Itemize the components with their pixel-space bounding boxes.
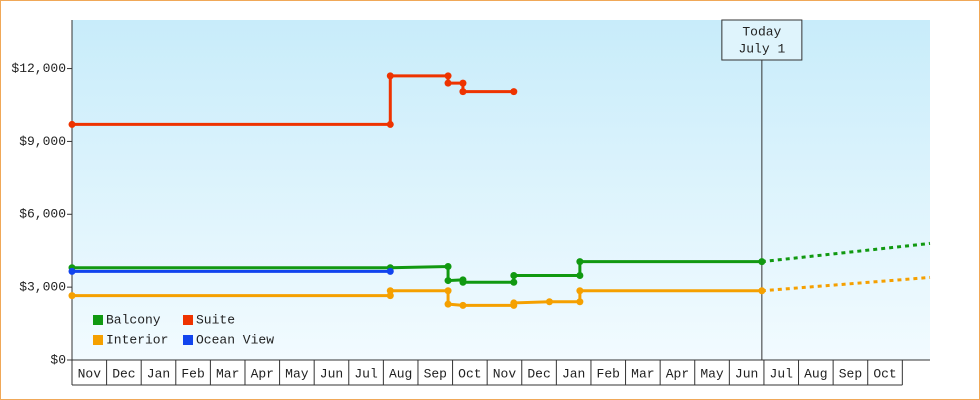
point bbox=[510, 88, 518, 96]
point bbox=[444, 72, 452, 80]
legend-label: Interior bbox=[106, 332, 168, 347]
point bbox=[444, 287, 452, 295]
plot-area bbox=[72, 20, 930, 360]
point bbox=[459, 278, 467, 286]
legend-swatch bbox=[183, 335, 193, 345]
legend-swatch bbox=[93, 315, 103, 325]
point bbox=[459, 79, 467, 87]
y-tick-label: $3,000 bbox=[19, 280, 66, 295]
point bbox=[510, 271, 518, 279]
point bbox=[386, 287, 394, 295]
point bbox=[386, 72, 394, 80]
x-tick-label: Jan bbox=[562, 366, 585, 381]
x-tick-label: Aug bbox=[389, 366, 412, 381]
point bbox=[758, 258, 766, 266]
x-tick-label: Sep bbox=[839, 366, 862, 381]
today-box bbox=[721, 19, 803, 61]
point bbox=[386, 120, 394, 128]
x-tick-label: Oct bbox=[873, 366, 896, 381]
x-tick-label: Aug bbox=[804, 366, 827, 381]
x-tick-label: Mar bbox=[631, 366, 654, 381]
x-tick-label: Nov bbox=[493, 366, 517, 381]
x-tick-label: Dec bbox=[527, 366, 550, 381]
point bbox=[510, 299, 518, 307]
x-tick-label: Nov bbox=[78, 366, 102, 381]
y-tick-label: $12,000 bbox=[11, 61, 66, 76]
today-label: July 1 bbox=[738, 41, 785, 56]
y-tick-label: $6,000 bbox=[19, 207, 66, 222]
y-tick-label: $0 bbox=[50, 352, 66, 367]
x-tick-label: May bbox=[285, 366, 309, 381]
x-tick-label: Jan bbox=[147, 366, 170, 381]
x-tick-label: Jun bbox=[735, 366, 758, 381]
today-label: Today bbox=[742, 24, 781, 39]
x-tick-label: Jul bbox=[770, 366, 794, 381]
x-tick-label: Feb bbox=[597, 366, 620, 381]
legend-swatch bbox=[183, 315, 193, 325]
x-tick-label: Jul bbox=[354, 366, 378, 381]
point bbox=[68, 267, 76, 275]
x-tick-label: Dec bbox=[112, 366, 135, 381]
y-tick-label: $9,000 bbox=[19, 134, 66, 149]
legend-swatch bbox=[93, 335, 103, 345]
point bbox=[545, 298, 553, 306]
point bbox=[68, 292, 76, 300]
point bbox=[510, 278, 518, 286]
x-tick-label: Mar bbox=[216, 366, 239, 381]
x-tick-label: Sep bbox=[424, 366, 447, 381]
point bbox=[576, 271, 584, 279]
point bbox=[459, 88, 467, 96]
point bbox=[444, 263, 452, 270]
x-tick-label: Oct bbox=[458, 366, 481, 381]
x-tick-label: Apr bbox=[251, 366, 274, 381]
point bbox=[386, 267, 394, 275]
legend-label: Balcony bbox=[106, 312, 161, 327]
x-tick-label: May bbox=[700, 366, 724, 381]
point bbox=[459, 301, 467, 309]
point bbox=[758, 287, 766, 295]
point bbox=[444, 277, 452, 285]
point bbox=[576, 258, 584, 266]
point bbox=[68, 120, 76, 128]
point bbox=[576, 287, 584, 295]
x-tick-label: Jun bbox=[320, 366, 343, 381]
x-tick-label: Apr bbox=[666, 366, 689, 381]
point bbox=[576, 298, 584, 306]
point bbox=[444, 79, 452, 87]
point bbox=[386, 292, 394, 300]
x-tick-label: Feb bbox=[181, 366, 204, 381]
legend-label: Ocean View bbox=[196, 332, 274, 347]
point bbox=[444, 300, 452, 308]
legend-label: Suite bbox=[196, 312, 235, 327]
